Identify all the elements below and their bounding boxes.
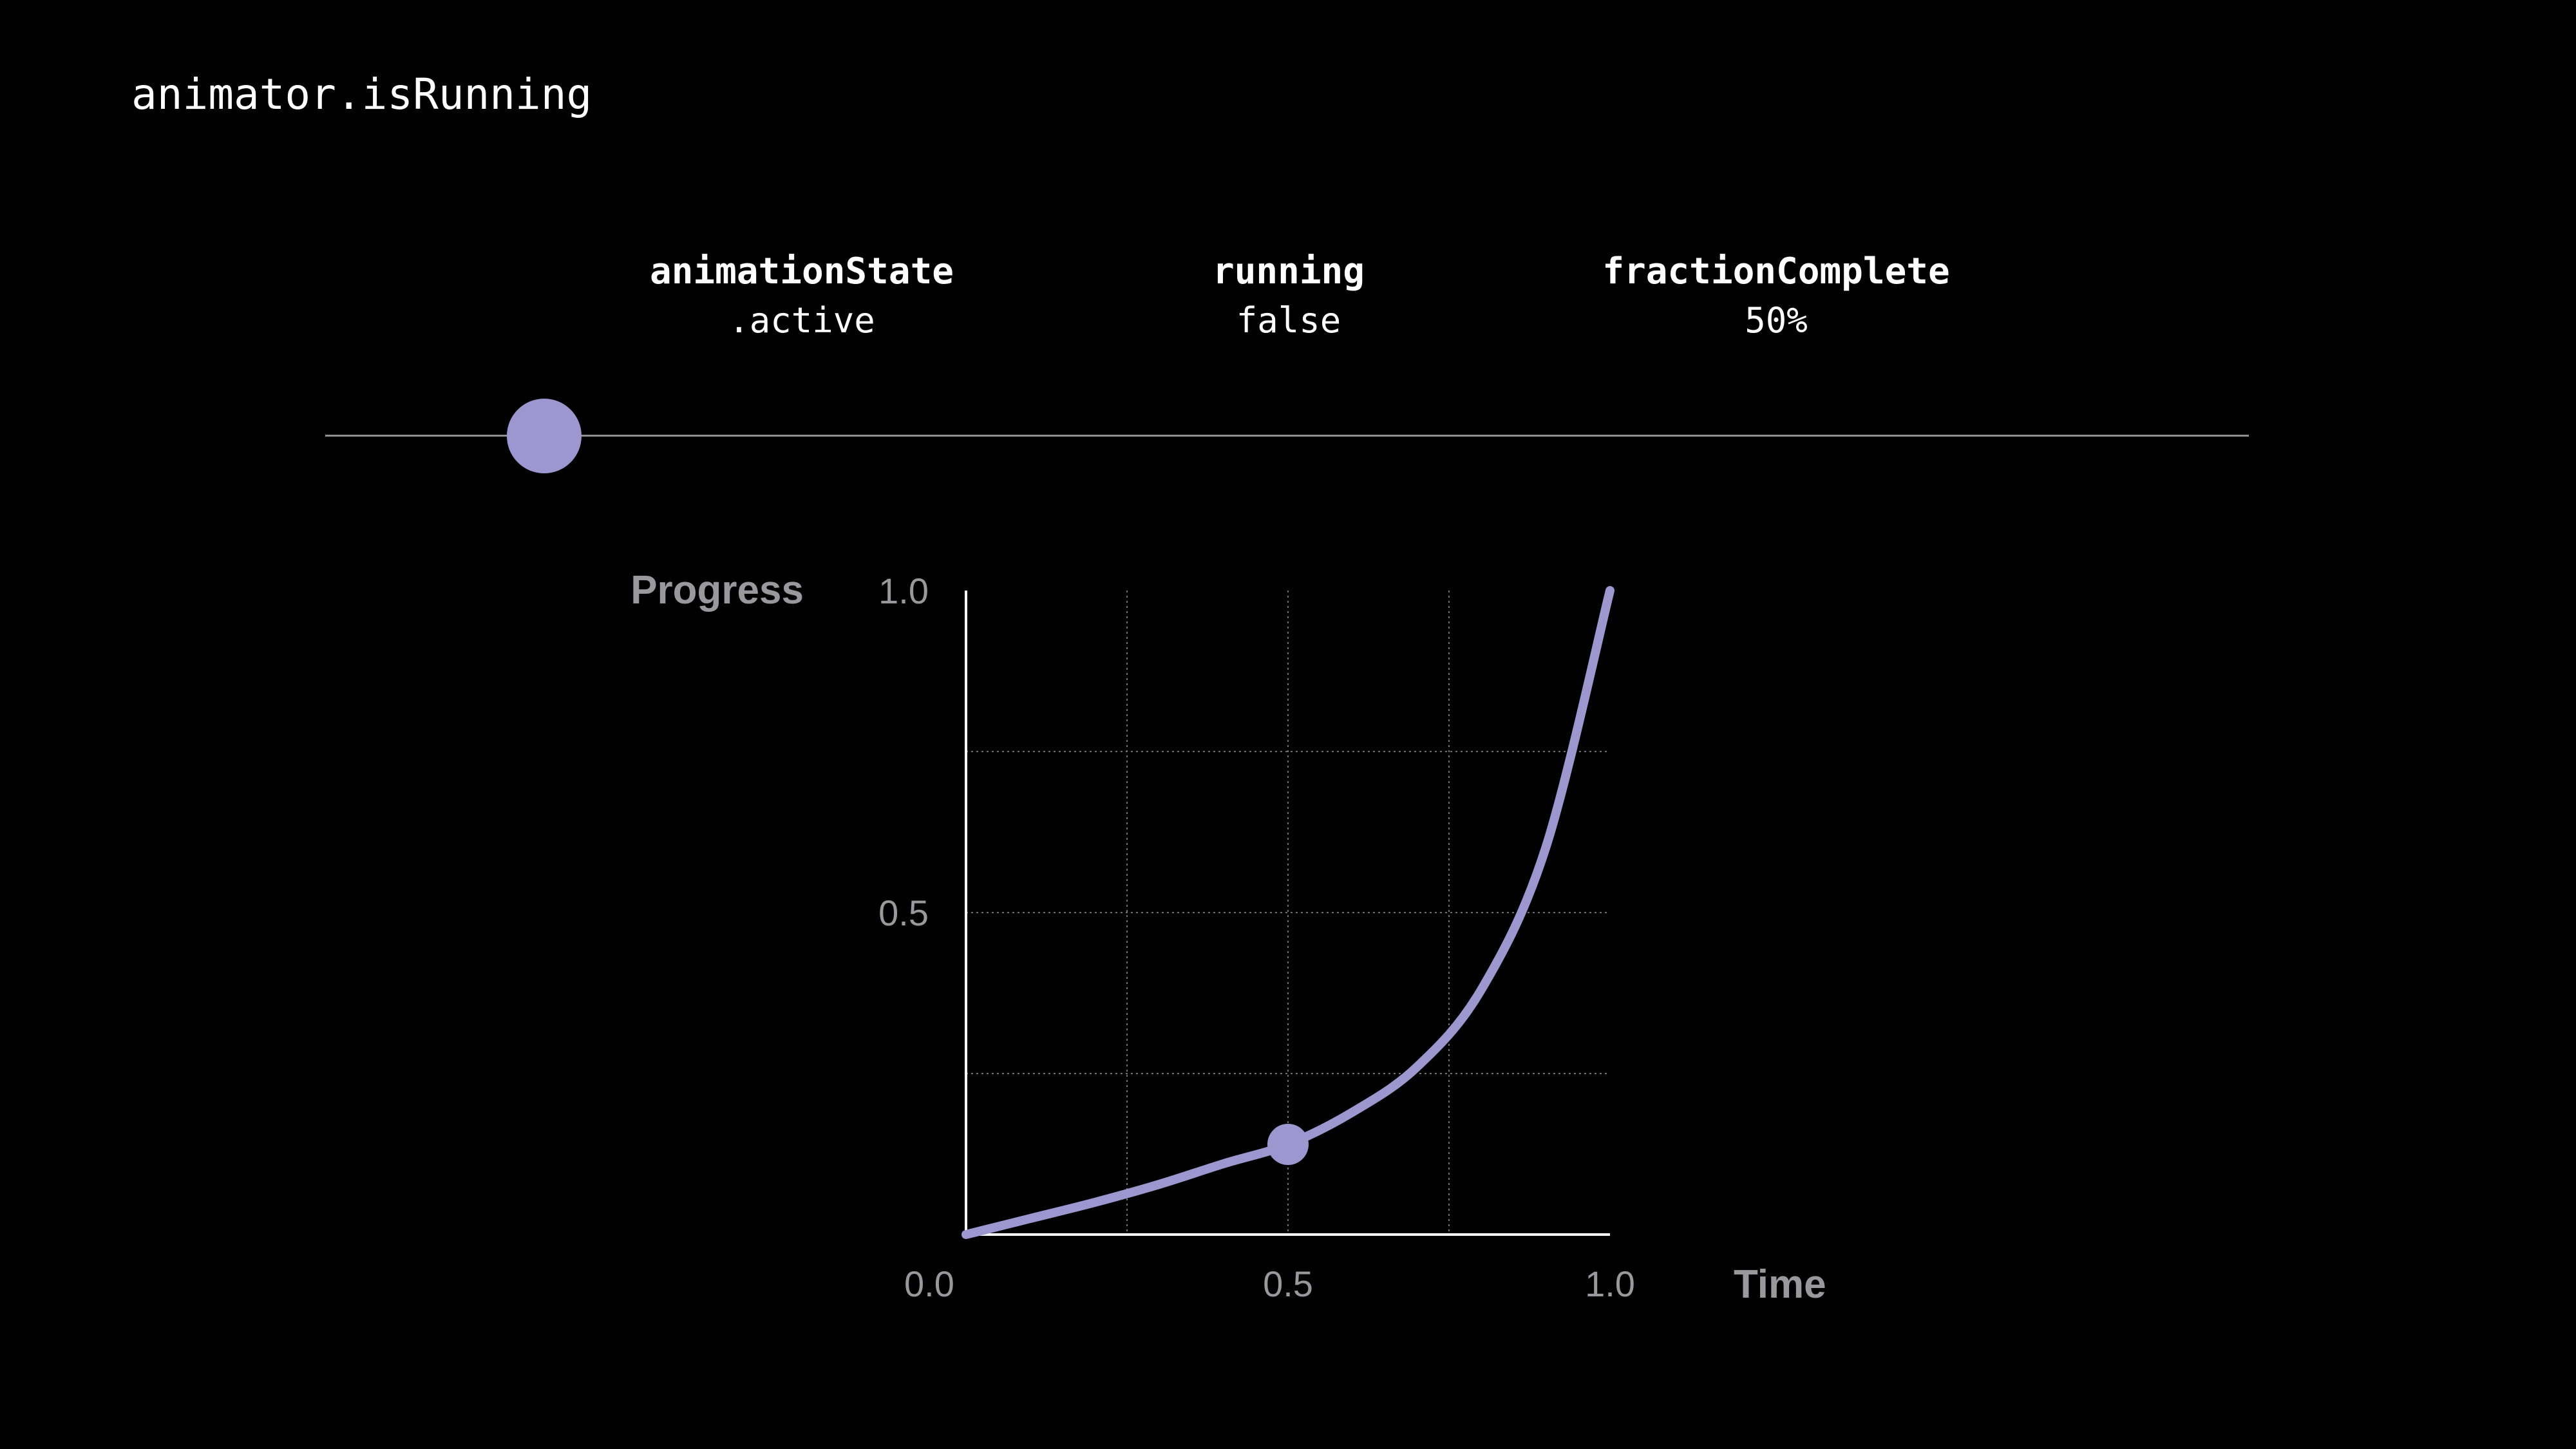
x-axis-title: Time	[1734, 1262, 1826, 1307]
chart-tick-labels: 0.0 0.5 1.0 0.5 1.0	[878, 571, 1635, 1304]
current-progress-marker	[1267, 1124, 1309, 1165]
running-readout: running false	[1063, 247, 1514, 345]
animation-state-label: animationState	[649, 251, 954, 292]
running-value: false	[1236, 300, 1341, 341]
progress-curve	[961, 586, 1615, 1239]
animated-object-circle	[507, 399, 582, 473]
fraction-complete-readout: fractionComplete 50%	[1551, 247, 2002, 345]
animation-track	[325, 435, 2249, 437]
y-tick-label: 0.5	[878, 893, 929, 933]
fraction-complete-label: fractionComplete	[1602, 251, 1950, 292]
x-tick-label: 0.0	[904, 1264, 954, 1304]
x-tick-label: 1.0	[1585, 1264, 1635, 1304]
slide-title: animator.isRunning	[131, 70, 592, 119]
y-axis-title: Progress	[630, 568, 804, 612]
y-tick-label: 1.0	[878, 571, 929, 611]
animation-state-value: .active	[728, 300, 875, 341]
fraction-complete-value: 50%	[1745, 300, 1808, 341]
animation-state-readout: animationState .active	[576, 247, 1027, 345]
running-label: running	[1212, 251, 1365, 292]
x-tick-label: 0.5	[1263, 1264, 1313, 1304]
chart-axes	[965, 591, 1610, 1236]
